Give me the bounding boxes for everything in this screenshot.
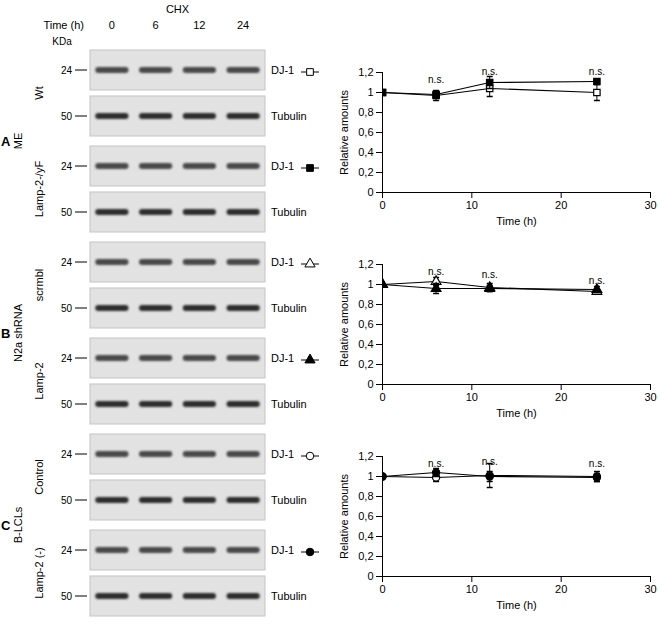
svg-text:Lamp-2-/yF: Lamp-2-/yF xyxy=(33,161,45,218)
svg-text:0,4: 0,4 xyxy=(358,338,373,350)
svg-text:0: 0 xyxy=(367,570,373,582)
svg-text:Tubulin: Tubulin xyxy=(271,206,307,218)
svg-text:10: 10 xyxy=(466,391,478,403)
svg-text:1,2: 1,2 xyxy=(358,450,373,462)
svg-text:Tubulin: Tubulin xyxy=(271,110,307,122)
svg-text:0: 0 xyxy=(379,583,385,595)
svg-text:DJ-1: DJ-1 xyxy=(271,352,294,364)
svg-text:24: 24 xyxy=(61,449,73,460)
svg-text:0,6: 0,6 xyxy=(358,318,373,330)
svg-text:0,6: 0,6 xyxy=(358,510,373,522)
svg-text:A: A xyxy=(1,134,11,149)
svg-text:Time (h): Time (h) xyxy=(496,599,537,611)
svg-text:1,2: 1,2 xyxy=(358,258,373,270)
svg-text:n.s.: n.s. xyxy=(482,66,498,77)
svg-text:1: 1 xyxy=(367,278,373,290)
svg-text:24: 24 xyxy=(61,65,73,76)
svg-text:0,2: 0,2 xyxy=(358,550,373,562)
svg-text:0: 0 xyxy=(379,199,385,211)
svg-text:n.s.: n.s. xyxy=(482,269,498,280)
svg-text:30: 30 xyxy=(644,199,656,211)
svg-text:Relative amounts: Relative amounts xyxy=(338,282,350,367)
svg-text:Wt: Wt xyxy=(33,86,45,99)
svg-text:0: 0 xyxy=(367,186,373,198)
svg-text:Control: Control xyxy=(33,459,45,494)
svg-text:Time (h): Time (h) xyxy=(496,215,537,227)
svg-text:6: 6 xyxy=(153,19,159,31)
svg-text:24: 24 xyxy=(61,161,73,172)
svg-text:DJ-1: DJ-1 xyxy=(271,448,294,460)
svg-text:20: 20 xyxy=(555,199,567,211)
svg-text:0: 0 xyxy=(109,19,115,31)
svg-text:DJ-1: DJ-1 xyxy=(271,256,294,268)
svg-text:10: 10 xyxy=(466,199,478,211)
svg-text:0: 0 xyxy=(379,391,385,403)
svg-text:1,2: 1,2 xyxy=(358,66,373,78)
svg-text:n.s.: n.s. xyxy=(428,74,444,85)
svg-text:20: 20 xyxy=(555,391,567,403)
svg-text:30: 30 xyxy=(644,583,656,595)
svg-text:0,6: 0,6 xyxy=(358,126,373,138)
svg-text:30: 30 xyxy=(644,391,656,403)
svg-text:n.s.: n.s. xyxy=(428,458,444,469)
svg-text:Relative amounts: Relative amounts xyxy=(338,474,350,559)
svg-text:24: 24 xyxy=(61,257,73,268)
svg-text:KDa: KDa xyxy=(52,36,72,47)
svg-text:n.s.: n.s. xyxy=(589,458,605,469)
svg-text:N2a shRNA: N2a shRNA xyxy=(12,303,24,362)
svg-text:50: 50 xyxy=(61,399,73,410)
svg-text:Time (h): Time (h) xyxy=(43,19,84,31)
svg-text:Tubulin: Tubulin xyxy=(271,494,307,506)
svg-text:10: 10 xyxy=(466,583,478,595)
svg-text:50: 50 xyxy=(61,111,73,122)
svg-text:C: C xyxy=(1,518,11,533)
svg-text:0,8: 0,8 xyxy=(358,298,373,310)
svg-text:n.s.: n.s. xyxy=(482,456,498,467)
svg-text:50: 50 xyxy=(61,207,73,218)
svg-text:0,2: 0,2 xyxy=(358,166,373,178)
svg-text:0,4: 0,4 xyxy=(358,530,373,542)
svg-text:DJ-1: DJ-1 xyxy=(271,544,294,556)
svg-text:50: 50 xyxy=(61,495,73,506)
svg-text:n.s.: n.s. xyxy=(589,275,605,286)
svg-text:50: 50 xyxy=(61,303,73,314)
svg-text:DJ-1: DJ-1 xyxy=(271,160,294,172)
svg-text:50: 50 xyxy=(61,591,73,602)
svg-text:Time (h): Time (h) xyxy=(496,407,537,419)
svg-text:Relative amounts: Relative amounts xyxy=(338,90,350,175)
svg-text:1: 1 xyxy=(367,86,373,98)
svg-text:Lamp-2: Lamp-2 xyxy=(33,362,45,399)
svg-text:0,4: 0,4 xyxy=(358,146,373,158)
svg-text:scrmbl: scrmbl xyxy=(33,269,45,301)
svg-text:DJ-1: DJ-1 xyxy=(271,64,294,76)
svg-text:24: 24 xyxy=(237,19,249,31)
svg-text:0: 0 xyxy=(367,378,373,390)
svg-text:20: 20 xyxy=(555,583,567,595)
svg-text:24: 24 xyxy=(61,353,73,364)
svg-text:24: 24 xyxy=(61,545,73,556)
svg-text:0,8: 0,8 xyxy=(358,490,373,502)
svg-text:Tubulin: Tubulin xyxy=(271,590,307,602)
svg-text:ME: ME xyxy=(12,133,24,150)
svg-text:Tubulin: Tubulin xyxy=(271,398,307,410)
svg-text:0,8: 0,8 xyxy=(358,106,373,118)
svg-text:0,2: 0,2 xyxy=(358,358,373,370)
svg-text:Lamp-2 (-): Lamp-2 (-) xyxy=(33,547,45,598)
svg-text:n.s.: n.s. xyxy=(428,266,444,277)
svg-text:n.s.: n.s. xyxy=(589,66,605,77)
svg-text:Tubulin: Tubulin xyxy=(271,302,307,314)
svg-text:1: 1 xyxy=(367,470,373,482)
svg-text:B-LCLs: B-LCLs xyxy=(12,506,24,543)
svg-text:CHX: CHX xyxy=(166,3,190,15)
svg-text:12: 12 xyxy=(193,19,205,31)
svg-text:B: B xyxy=(1,326,10,341)
